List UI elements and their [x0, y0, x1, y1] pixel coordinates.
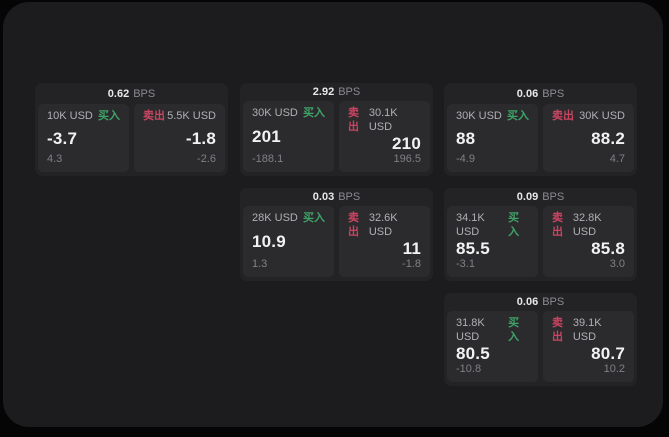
sell-label: 卖出 — [552, 317, 563, 343]
bps-unit: BPS — [542, 87, 565, 100]
buy-size: 30K USD — [456, 110, 502, 122]
card-header: 0.09 BPS — [447, 188, 634, 206]
quote-card-5: 0.09 BPS 34.1K USD 买入 85.5 -3.1 卖出 32.8K… — [444, 188, 637, 281]
buy-price: 10.9 — [252, 232, 286, 251]
buy-price: 85.5 — [456, 239, 490, 258]
buy-size: 31.8K USD — [456, 317, 485, 343]
sell-size: 32.6K USD — [368, 212, 398, 238]
sell-sub-value: 10.2 — [603, 363, 625, 375]
buy-price: -3.7 — [47, 128, 78, 148]
buy-panel[interactable]: 28K USD 买入 10.9 1.3 — [243, 206, 334, 277]
bps-unit: BPS — [542, 191, 565, 203]
quote-panels: 30K USD 买入 201 -188.1 卖出 30.1K USD 210 1… — [243, 101, 430, 172]
sell-price: -1.8 — [185, 128, 216, 148]
sell-size: 5.5K USD — [167, 110, 216, 122]
sell-label: 卖出 — [143, 110, 165, 122]
buy-size: 34.1K USD — [456, 212, 485, 238]
bps-unit: BPS — [133, 87, 156, 100]
card-header: 0.06 BPS — [447, 293, 634, 311]
buy-price: 80.5 — [456, 344, 490, 363]
quote-card-1: 0.62 BPS 10K USD 买入 -3.7 4.3 卖出 5.5K USD… — [35, 83, 228, 176]
sell-label: 卖出 — [552, 110, 574, 122]
quote-panels: 28K USD 买入 10.9 1.3 卖出 32.6K USD 11 -1.8 — [243, 206, 430, 277]
sell-size: 39.1K USD — [572, 317, 602, 343]
buy-sub-value: -3.1 — [456, 258, 475, 270]
bps-unit: BPS — [542, 296, 565, 308]
buy-label: 买入 — [303, 212, 325, 224]
sell-panel[interactable]: 卖出 32.8K USD 85.8 3.0 — [543, 206, 634, 277]
bps-value: 0.06 — [516, 87, 539, 100]
buy-label: 买入 — [98, 110, 120, 122]
card-header: 0.06 BPS — [447, 83, 634, 104]
buy-sub-value: 1.3 — [252, 258, 268, 270]
sell-panel[interactable]: 卖出 5.5K USD -1.8 -2.6 — [134, 104, 225, 172]
card-header: 0.03 BPS — [243, 188, 430, 206]
sell-sub-value: 3.0 — [609, 258, 625, 270]
buy-sub-value: -188.1 — [252, 153, 284, 165]
bps-value: 0.03 — [312, 191, 335, 203]
buy-label: 买入 — [508, 317, 520, 343]
quote-panels: 10K USD 买入 -3.7 4.3 卖出 5.5K USD -1.8 -2.… — [38, 104, 225, 172]
quote-card-6: 0.06 BPS 31.8K USD 买入 80.5 -10.8 卖出 39.1… — [444, 293, 637, 386]
buy-sub-value: -10.8 — [456, 363, 482, 375]
sell-panel[interactable]: 卖出 39.1K USD 80.7 10.2 — [543, 311, 634, 382]
sell-sub-value: -1.8 — [402, 258, 421, 270]
buy-size: 10K USD — [47, 110, 93, 122]
sell-price: 85.8 — [591, 239, 625, 258]
sell-size: 32.8K USD — [572, 212, 602, 238]
sell-price: 11 — [402, 239, 421, 258]
buy-label: 买入 — [508, 212, 520, 238]
card-header: 0.62 BPS — [38, 83, 225, 104]
quote-panels: 30K USD 买入 88 -4.9 卖出 30K USD 88.2 4.7 — [447, 104, 634, 172]
buy-label: 买入 — [303, 107, 325, 119]
sell-price: 210 — [392, 134, 421, 153]
quote-card-2: 2.92 BPS 30K USD 买入 201 -188.1 卖出 30.1K … — [240, 83, 433, 176]
buy-panel[interactable]: 30K USD 买入 88 -4.9 — [447, 104, 538, 172]
buy-label: 买入 — [507, 110, 529, 122]
buy-sub-value: 4.3 — [47, 153, 63, 165]
sell-panel[interactable]: 卖出 30.1K USD 210 196.5 — [339, 101, 430, 172]
buy-panel[interactable]: 34.1K USD 买入 85.5 -3.1 — [447, 206, 538, 277]
bps-unit: BPS — [338, 86, 361, 98]
quote-panels: 34.1K USD 买入 85.5 -3.1 卖出 32.8K USD 85.8… — [447, 206, 634, 277]
sell-price: 88.2 — [591, 128, 625, 148]
bps-value: 0.62 — [107, 87, 130, 100]
buy-sub-value: -4.9 — [456, 153, 475, 165]
sell-price: 80.7 — [591, 344, 625, 363]
buy-size: 30K USD — [252, 107, 298, 119]
card-header: 2.92 BPS — [243, 83, 430, 101]
sell-label: 卖出 — [348, 212, 359, 238]
buy-price: 201 — [252, 127, 281, 146]
sell-size: 30.1K USD — [368, 107, 398, 133]
quote-panels: 31.8K USD 买入 80.5 -10.8 卖出 39.1K USD 80.… — [447, 311, 634, 382]
sell-label: 卖出 — [348, 107, 359, 133]
sell-panel[interactable]: 卖出 32.6K USD 11 -1.8 — [339, 206, 430, 277]
sell-size: 30K USD — [579, 110, 625, 122]
buy-panel[interactable]: 30K USD 买入 201 -188.1 — [243, 101, 334, 172]
quote-card-4: 0.03 BPS 28K USD 买入 10.9 1.3 卖出 32.6K US… — [240, 188, 433, 281]
sell-sub-value: 196.5 — [393, 153, 421, 165]
bps-unit: BPS — [338, 191, 361, 203]
sell-sub-value: 4.7 — [609, 153, 625, 165]
quote-card-3: 0.06 BPS 30K USD 买入 88 -4.9 卖出 30K USD 8… — [444, 83, 637, 176]
bps-value: 0.09 — [516, 191, 539, 203]
buy-size: 28K USD — [252, 212, 298, 224]
buy-panel[interactable]: 10K USD 买入 -3.7 4.3 — [38, 104, 129, 172]
bps-value: 0.06 — [516, 296, 539, 308]
buy-panel[interactable]: 31.8K USD 买入 80.5 -10.8 — [447, 311, 538, 382]
sell-sub-value: -2.6 — [197, 153, 216, 165]
sell-panel[interactable]: 卖出 30K USD 88.2 4.7 — [543, 104, 634, 172]
sell-label: 卖出 — [552, 212, 563, 238]
buy-price: 88 — [456, 128, 476, 148]
bps-value: 2.92 — [312, 86, 335, 98]
